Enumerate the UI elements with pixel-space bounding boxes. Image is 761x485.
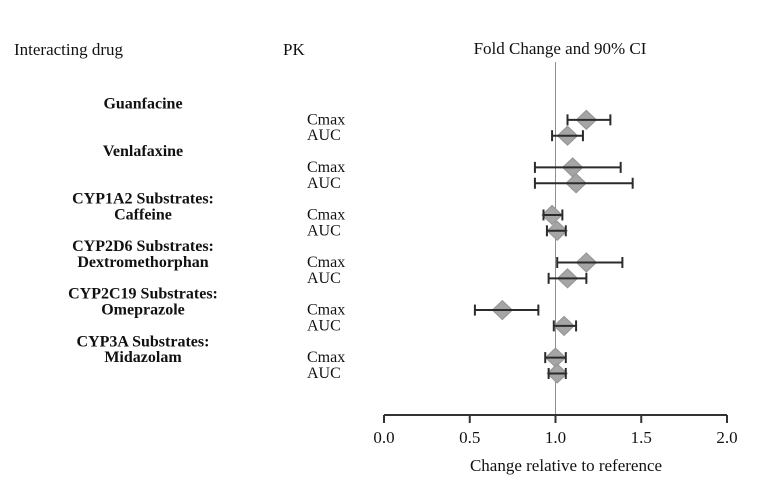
x-axis-tick-label: 2.0 <box>716 428 737 447</box>
x-axis-title: Change relative to reference <box>469 456 663 475</box>
x-axis-tick-label: 0.5 <box>459 428 480 447</box>
pk-parameter-label: Cmax <box>307 206 345 223</box>
drug-name-label: CYP3A Substrates: <box>77 333 210 350</box>
drug-name-label: CYP1A2 Substrates: <box>72 191 214 208</box>
pk-parameter-label: Cmax <box>307 159 345 176</box>
drug-name-label: CYP2C19 Substrates: <box>68 286 218 303</box>
x-axis-tick-label: 1.0 <box>545 428 566 447</box>
column-header-interacting-drug: Interacting drug <box>14 40 124 59</box>
column-header-pk: PK <box>283 40 305 59</box>
drug-name-label: Guanfacine <box>103 96 182 113</box>
pk-parameter-label: AUC <box>307 365 341 382</box>
column-header-fold-change: Fold Change and 90% CI <box>473 39 647 58</box>
drug-name-label: Caffeine <box>114 206 172 223</box>
drug-name-label: Omeprazole <box>101 302 185 319</box>
pk-parameter-label: AUC <box>307 222 341 239</box>
pk-parameter-label: AUC <box>307 127 341 144</box>
x-axis-tick-label: 1.5 <box>631 428 652 447</box>
x-axis-tick-label: 0.0 <box>373 428 394 447</box>
drug-name-label: Midazolam <box>104 349 182 366</box>
pk-parameter-label: AUC <box>307 175 341 192</box>
drug-name-label: CYP2D6 Substrates: <box>72 238 214 255</box>
pk-parameter-label: Cmax <box>307 111 345 128</box>
pk-parameter-label: Cmax <box>307 254 345 271</box>
drug-name-label: Venlafaxine <box>103 143 183 160</box>
pk-parameter-label: Cmax <box>307 349 345 366</box>
drug-name-label: Dextromethorphan <box>77 254 208 271</box>
pk-parameter-label: Cmax <box>307 302 345 319</box>
pk-parameter-label: AUC <box>307 317 341 334</box>
pk-parameter-label: AUC <box>307 270 341 287</box>
